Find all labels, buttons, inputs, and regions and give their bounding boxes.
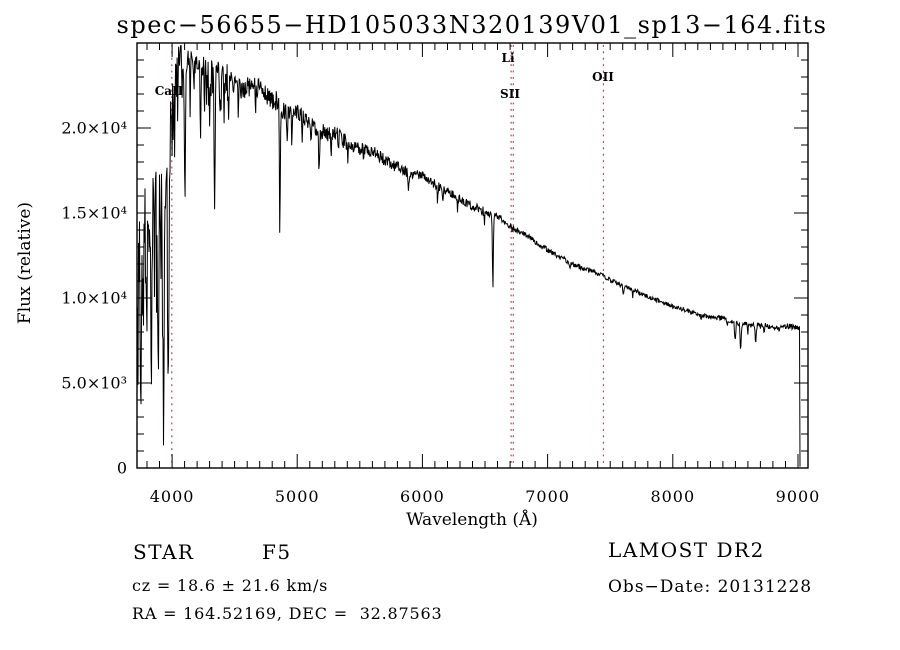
coordinates-text: RA = 164.52169, DEC = 32.87563	[132, 604, 442, 623]
spectrum-trace	[137, 45, 801, 467]
y-tick-label: 1.5×10⁴	[61, 204, 127, 223]
marker-label-caii: CaII	[155, 84, 184, 98]
y-tick-label: 1.0×10⁴	[61, 289, 127, 308]
plot-axes	[136, 42, 809, 469]
x-tick-label: 8000	[650, 487, 695, 506]
marker-label-sii: SII	[500, 87, 520, 101]
y-tick-label: 2.0×10⁴	[61, 119, 127, 138]
y-tick-label: 0	[117, 459, 127, 478]
axis-tick-labels: 4000 5000 6000 7000 8000 9000 0 5.0×10³ 1.0×10⁴ 1…	[61, 119, 821, 507]
marked-spectral-lines	[171, 45, 604, 467]
marker-label-li: Li	[502, 51, 515, 65]
y-tick-label: 5.0×10³	[61, 374, 127, 393]
x-tick-label: 9000	[776, 487, 821, 506]
x-tick-label: 7000	[525, 487, 570, 506]
chart-title: spec−56655−HD105033N320139V01_sp13−164.f…	[117, 11, 828, 39]
observation-date-text: Obs−Date: 20131228	[608, 577, 812, 597]
spectrum-path	[137, 45, 801, 467]
survey-release-text: LAMOST DR2	[608, 538, 765, 562]
x-tick-label: 4000	[150, 487, 195, 506]
y-axis-title: Flux (relative)	[15, 202, 35, 324]
radial-velocity-text: cz = 18.6 ± 21.6 km/s	[132, 576, 328, 595]
x-tick-label: 6000	[400, 487, 445, 506]
x-axis-title: Wavelength (Å)	[406, 509, 538, 530]
marker-label-oii: OII	[592, 70, 614, 84]
object-class-text: STAR	[133, 540, 194, 564]
object-subclass-text: F5	[262, 540, 292, 564]
x-tick-label: 5000	[275, 487, 320, 506]
